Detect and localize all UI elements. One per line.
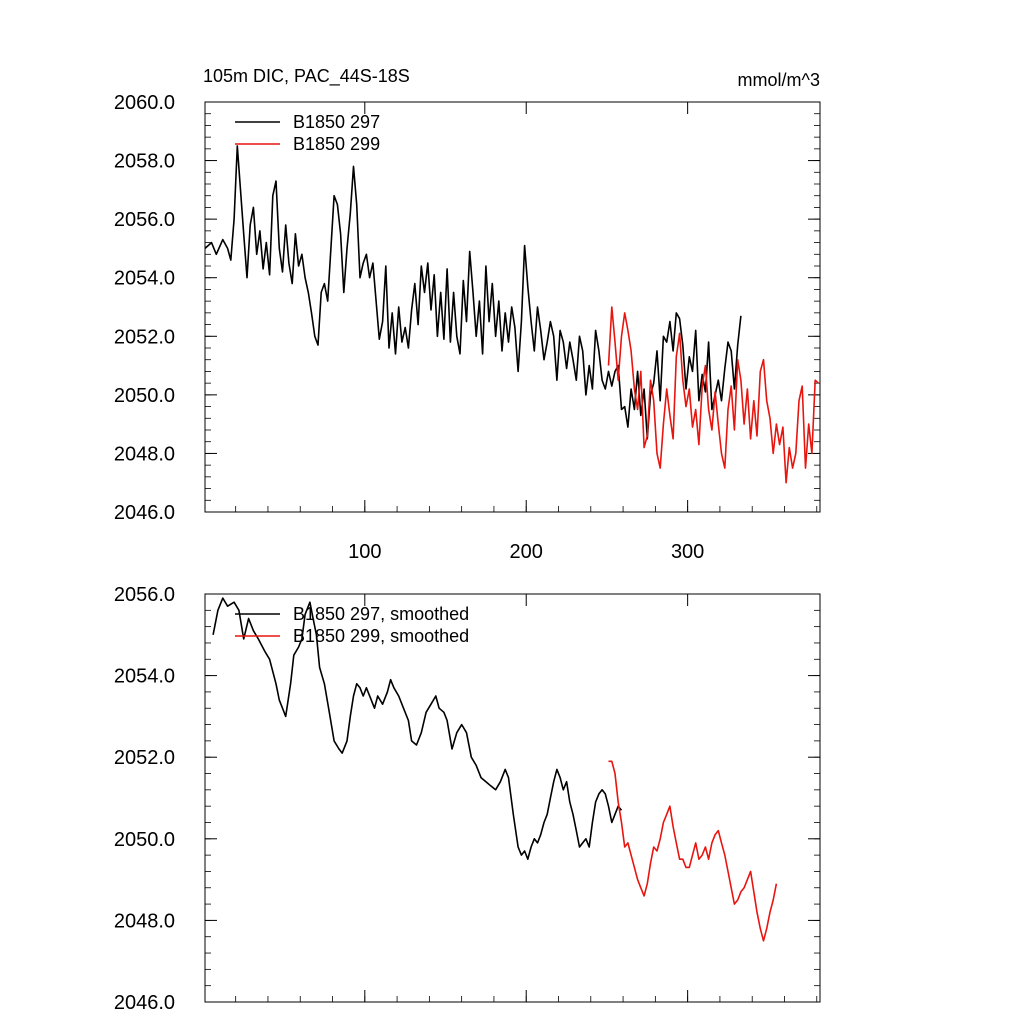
bottom-series-b1850-297-smoothed xyxy=(212,597,623,861)
bottom-legend-label: B1850 299, smoothed xyxy=(293,626,469,646)
units-label: mmol/m^3 xyxy=(738,70,820,90)
top-ytick-label: 2046.0 xyxy=(114,502,175,524)
top-series-b1850-299 xyxy=(607,306,819,484)
bottom-legend-label: B1850 297, smoothed xyxy=(293,604,469,624)
top-ytick-label: 2060.0 xyxy=(114,92,175,114)
bottom-plot-frame xyxy=(204,593,821,1003)
bottom-ytick-label: 2048.0 xyxy=(114,910,175,932)
figure-title: 105m DIC, PAC_44S-18S xyxy=(203,66,410,87)
bottom-ytick-label: 2052.0 xyxy=(114,747,175,769)
top-ytick-label: 2052.0 xyxy=(114,326,175,348)
bottom-ytick-label: 2056.0 xyxy=(114,584,175,606)
top-legend-label: B1850 297 xyxy=(293,112,380,132)
top-ytick-label: 2058.0 xyxy=(114,151,175,173)
bottom-ytick-label: 2046.0 xyxy=(114,992,175,1014)
top-series-b1850-297 xyxy=(204,145,742,440)
top-plot-frame xyxy=(204,101,821,513)
top-ytick-label: 2050.0 xyxy=(114,385,175,407)
top-ytick-label: 2054.0 xyxy=(114,268,175,290)
top-ytick-label: 2056.0 xyxy=(114,209,175,231)
bottom-series-b1850-299-smoothed xyxy=(608,760,778,942)
bottom-ytick-label: 2050.0 xyxy=(114,829,175,851)
bottom-panel-smoothed-series: 2046.0 2048.0 2050.0 2052.0 2054.0 2056.0 B185… xyxy=(114,584,821,1014)
top-panel-raw-series: 2046.0 2048.0 2050.0 2052.0 2054.0 2056.0 2058… xyxy=(114,92,821,563)
top-xtick-label: 100 xyxy=(348,541,381,563)
top-ytick-label: 2048.0 xyxy=(114,443,175,465)
top-legend-label: B1850 299 xyxy=(293,134,380,154)
top-xtick-label: 300 xyxy=(671,541,704,563)
bottom-ytick-label: 2054.0 xyxy=(114,666,175,688)
top-xtick-label: 200 xyxy=(510,541,543,563)
